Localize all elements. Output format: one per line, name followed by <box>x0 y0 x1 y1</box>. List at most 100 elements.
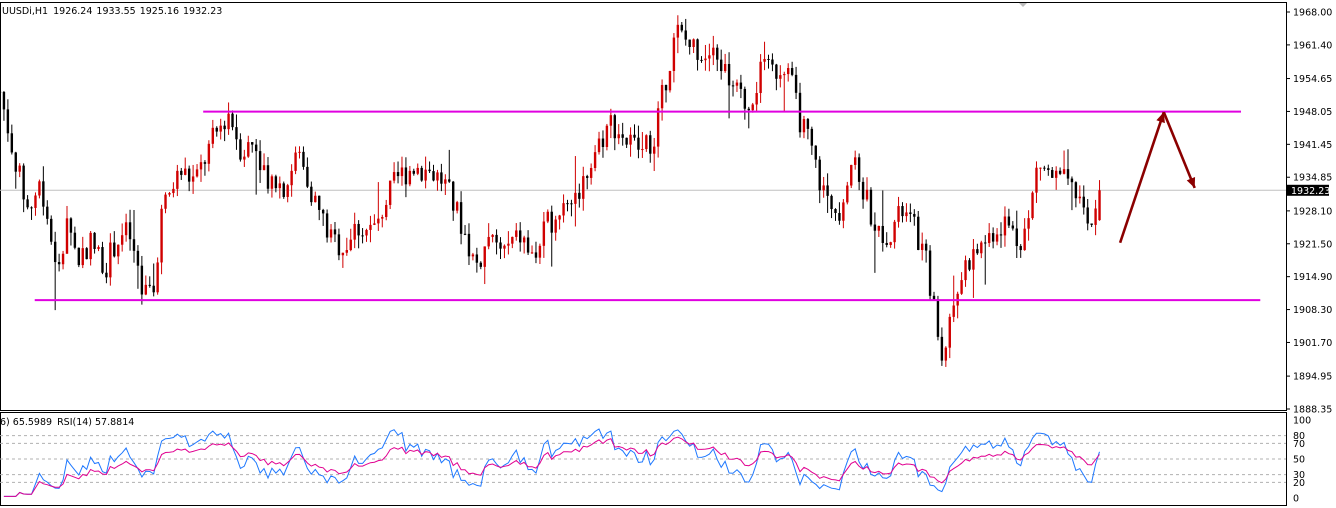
candle-body <box>968 260 971 270</box>
candle-body <box>377 218 380 224</box>
rsi-tick-label: 0 <box>1293 494 1299 505</box>
candle-body <box>1007 216 1011 226</box>
candle-body <box>534 252 538 258</box>
candle-body <box>522 237 526 243</box>
main-panel <box>0 2 1287 411</box>
candle-body <box>546 211 549 222</box>
candle-body <box>507 243 510 246</box>
candle-body <box>306 166 309 187</box>
candle-body <box>1082 196 1085 208</box>
candle-body <box>1031 192 1034 219</box>
candle-body <box>172 188 175 194</box>
price-tick-label: 1928.10 <box>1293 206 1332 217</box>
candle-body <box>846 185 849 203</box>
candle-body <box>290 170 293 186</box>
chart-shift-marker[interactable] <box>1019 3 1027 7</box>
candle-body <box>2 92 6 110</box>
candle-body <box>759 61 762 94</box>
candle-body <box>790 68 794 75</box>
candle-body <box>243 156 246 160</box>
price-tick-label: 1914.90 <box>1293 272 1332 283</box>
price-tick-label: 1921.50 <box>1293 239 1332 250</box>
candle-body <box>873 224 877 231</box>
candle-body <box>487 236 490 247</box>
candle-body <box>128 222 132 240</box>
candle-body <box>928 250 932 296</box>
rsi-slow-line <box>3 436 1100 497</box>
candle-body <box>61 253 65 265</box>
candle-body <box>270 176 274 189</box>
candle-body <box>727 63 731 86</box>
candle-body <box>810 128 814 146</box>
candle-body <box>609 115 613 126</box>
candle-body <box>554 219 557 233</box>
candle-body <box>408 170 412 185</box>
candle-body <box>211 127 215 144</box>
rsi-tick-label: 70 <box>1293 439 1305 450</box>
candle-body <box>601 138 605 148</box>
candle-body <box>593 152 597 168</box>
candle-body <box>700 59 703 61</box>
candle-body <box>865 189 869 200</box>
candle-body <box>349 239 352 251</box>
candle-body <box>834 209 837 213</box>
candle-body <box>444 179 447 184</box>
candle-body <box>877 225 881 231</box>
candle-body <box>247 142 250 157</box>
current-price-tag: 1932.23 <box>1287 184 1330 197</box>
candle-body <box>50 218 53 242</box>
candle-body <box>786 68 790 75</box>
candle-body <box>893 221 896 243</box>
candle-body <box>755 93 758 105</box>
horizontal-levels[interactable] <box>34 110 1261 302</box>
candle-body <box>562 203 565 216</box>
rsi-fast-line <box>3 428 1100 497</box>
candle-body <box>176 170 179 189</box>
candle-body <box>89 232 92 260</box>
candle-body <box>802 119 806 133</box>
candle-body <box>656 108 660 147</box>
candle-body <box>940 336 944 361</box>
candle-body <box>187 168 191 182</box>
candle-body <box>747 108 750 111</box>
candle-body <box>913 213 916 217</box>
candle-body <box>117 244 120 257</box>
candle-body <box>223 125 226 130</box>
price-tick-label: 1961.40 <box>1293 40 1332 51</box>
candle-body <box>471 254 475 257</box>
candle-body <box>597 138 601 153</box>
candle-body <box>22 165 25 200</box>
candle-body <box>345 250 349 253</box>
price-tick-label: 1908.30 <box>1293 305 1332 316</box>
price-tick-label: 1968.00 <box>1293 8 1332 19</box>
candle-body <box>723 63 727 72</box>
candle-body <box>672 37 676 71</box>
candle-body <box>195 169 199 177</box>
price-tick-label: 1954.65 <box>1293 74 1332 85</box>
candle-body <box>574 192 577 204</box>
candle-body <box>684 30 687 40</box>
price-tick-label: 1934.85 <box>1293 173 1332 184</box>
candle-body <box>909 212 912 214</box>
candle-body <box>132 239 136 251</box>
candle-body <box>85 248 88 260</box>
candle-body <box>388 180 392 205</box>
candle-body <box>412 170 416 174</box>
candle-body <box>676 24 680 38</box>
candle-body <box>53 241 57 263</box>
candle-body <box>14 152 17 172</box>
candle-body <box>625 137 628 145</box>
candle-body <box>34 195 37 208</box>
projection-arrow[interactable] <box>1118 111 1196 244</box>
candle-body <box>274 176 278 189</box>
candle-body <box>424 169 427 181</box>
candle-body <box>589 167 593 178</box>
rsi-tick-label: 50 <box>1293 455 1305 466</box>
candle-body <box>1094 208 1097 225</box>
candle-body <box>783 74 786 76</box>
candle-body <box>337 234 341 256</box>
candle-body <box>881 225 884 243</box>
candle-body <box>266 165 270 189</box>
candle-body <box>621 134 624 138</box>
candle-body <box>716 47 719 60</box>
